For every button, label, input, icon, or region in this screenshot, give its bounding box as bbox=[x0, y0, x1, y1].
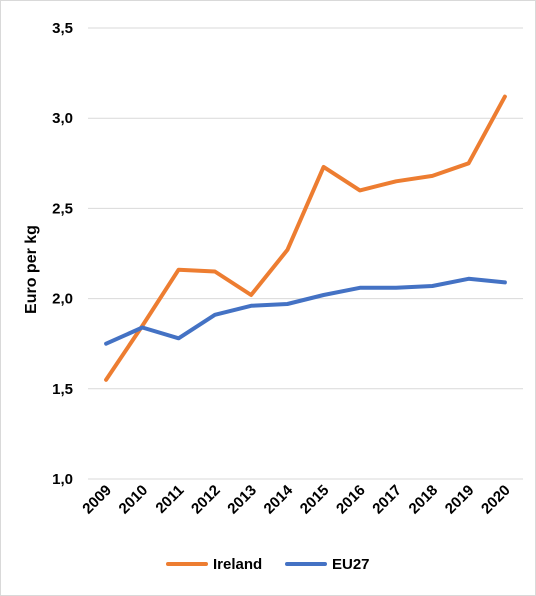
x-tick-label: 2010 bbox=[116, 482, 152, 518]
x-tick-label: 2020 bbox=[478, 482, 514, 518]
x-tick-label: 2009 bbox=[79, 482, 115, 518]
x-tick-label: 2014 bbox=[261, 481, 297, 517]
x-tick-label: 2013 bbox=[224, 482, 260, 518]
y-tick-label: 3,5 bbox=[52, 20, 73, 37]
series-line-eu27 bbox=[104, 276, 507, 346]
x-axis-ticks: 2009 2010 2011 2012 2013 2014 2015 2016 2017 2018… bbox=[79, 481, 513, 517]
x-tick-label: 2019 bbox=[442, 482, 478, 518]
x-tick-label: 2016 bbox=[333, 482, 369, 518]
series-line-ireland bbox=[104, 94, 507, 382]
y-tick-label: 2,0 bbox=[52, 291, 73, 308]
y-tick-label: 2,5 bbox=[52, 200, 73, 217]
y-tick-label: 1,5 bbox=[52, 381, 73, 398]
y-tick-label: 3,0 bbox=[52, 110, 73, 127]
x-tick-label: 2018 bbox=[406, 482, 442, 518]
series-lines bbox=[104, 94, 507, 382]
x-tick-label: 2012 bbox=[188, 482, 224, 518]
legend: Ireland EU27 bbox=[166, 556, 370, 573]
legend-label: Ireland bbox=[213, 556, 262, 573]
y-tick-label: 1,0 bbox=[52, 471, 73, 488]
legend-label: EU27 bbox=[332, 556, 370, 573]
x-tick-label: 2011 bbox=[152, 482, 187, 517]
y-axis-ticks: 1,0 1,5 2,0 2,5 3,0 3,5 bbox=[52, 20, 73, 488]
x-tick-label: 2017 bbox=[369, 482, 405, 518]
x-tick-label: 2015 bbox=[297, 482, 333, 518]
y-axis-title: Euro per kg bbox=[23, 225, 40, 314]
